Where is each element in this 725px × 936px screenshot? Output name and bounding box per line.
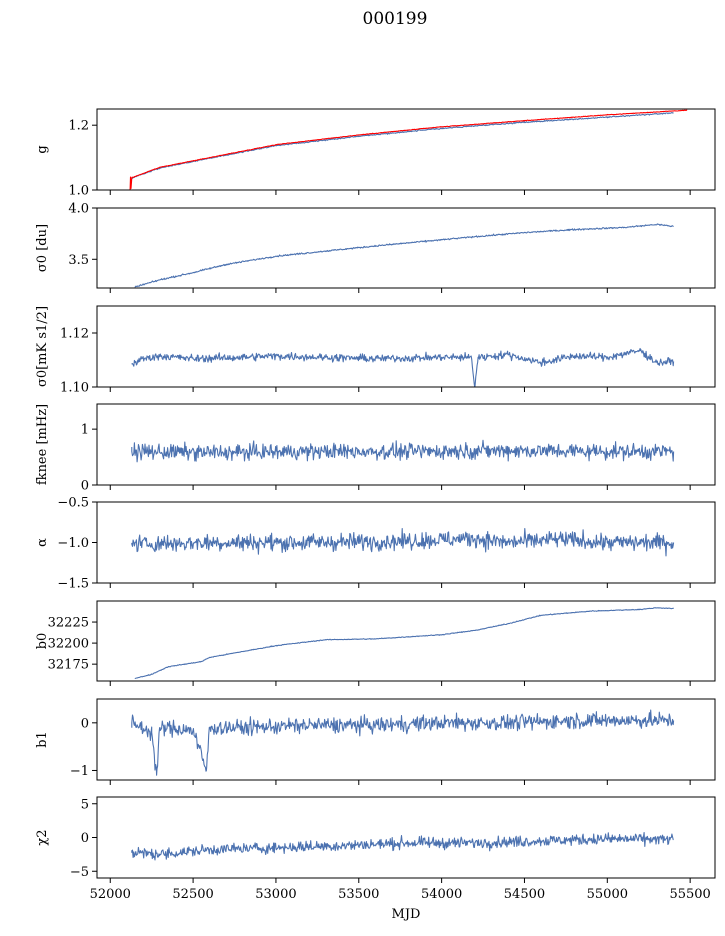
y-axis-label-sigma0_du: σ0 [du] (35, 224, 50, 272)
y-tick-label: 1.12 (60, 327, 89, 342)
axes-frame (96, 108, 716, 191)
y-tick-label: 0 (81, 479, 89, 494)
x-axis-label: MJD (392, 907, 421, 922)
figure-title: 000199 (363, 9, 428, 29)
x-tick-label: 53500 (338, 887, 379, 902)
y-tick-label: −1.5 (57, 577, 89, 592)
x-tick-label: 55500 (669, 887, 710, 902)
y-tick-label: 3.5 (68, 253, 89, 268)
axes-frame (96, 207, 716, 289)
panels: 1.0 1.2 g 3.5 4.0 σ0 [du] 1.10 1.12 σ0[mK s1/2] 0… (35, 108, 716, 922)
y-tick-label: 32175 (48, 658, 89, 673)
panel-sigma0_du: 3.5 4.0 σ0 [du] (35, 202, 716, 293)
x-tick-label: 53000 (255, 887, 296, 902)
x-tick-label: 55000 (587, 887, 628, 902)
y-tick-label: −1 (70, 764, 89, 779)
panel-fknee: 0 1 fknee [mHz] (35, 403, 716, 494)
y-axis-label-b1: b1 (35, 731, 50, 748)
y-tick-label: 5 (81, 797, 89, 812)
x-tick-label: 52000 (90, 887, 131, 902)
series-line-fknee-0 (131, 439, 675, 463)
series-line-sigma0_du-0 (134, 223, 674, 288)
panel-g: 1.0 1.2 g (35, 108, 716, 199)
y-axis-label-fknee: fknee [mHz] (35, 404, 50, 485)
axes-frame (96, 600, 716, 682)
panel-chi2: −5 0 5 52000 52500 53000 53500 54000 54500 55000 5… (35, 796, 716, 922)
series-line-alpha-0 (131, 527, 675, 557)
y-axis-label-alpha: α (35, 538, 50, 547)
panel-b1: −1 0 b1 (35, 698, 716, 785)
y-axis-label-chi2: χ2 (35, 829, 50, 845)
y-tick-label: 0 (81, 716, 89, 731)
y-tick-label: 1.10 (60, 381, 89, 396)
y-tick-label: 32225 (48, 616, 89, 631)
panel-sigma0_mk: 1.10 1.12 σ0[mK s1/2] (35, 305, 716, 396)
x-tick-label: 54000 (421, 887, 462, 902)
series-line-b1-0 (131, 709, 675, 776)
x-tick-label: 52500 (172, 887, 213, 902)
y-tick-label: −0.5 (57, 496, 89, 511)
y-tick-label: 1.2 (68, 119, 89, 134)
axes-frame (96, 305, 716, 388)
series-line-chi2-0 (131, 831, 674, 861)
panel-b0: 32175 32200 32225 b0 (35, 600, 716, 686)
axes-frame (96, 698, 716, 781)
y-tick-label: 4.0 (68, 202, 89, 217)
x-tick-label: 54500 (504, 887, 545, 902)
y-tick-label: −5 (70, 865, 89, 880)
y-axis-label-b0: b0 (35, 633, 50, 650)
y-axis-label-sigma0_mk: σ0[mK s1/2] (35, 306, 50, 387)
axes-frame (96, 403, 716, 486)
series-line-b0-0 (134, 607, 674, 680)
y-tick-label: 0 (81, 831, 89, 846)
panel-alpha: −1.5 −1.0 −0.5 α (35, 496, 716, 592)
series-line-g-1 (129, 109, 688, 190)
y-axis-label-g: g (35, 145, 50, 153)
series-line-g-0 (131, 111, 674, 179)
y-tick-label: 32200 (48, 637, 89, 652)
y-tick-label: −1.0 (57, 536, 89, 551)
y-tick-label: 1 (81, 423, 89, 438)
y-tick-label: 1.0 (68, 184, 89, 199)
series-line-sigma0_mk-0 (131, 347, 675, 387)
